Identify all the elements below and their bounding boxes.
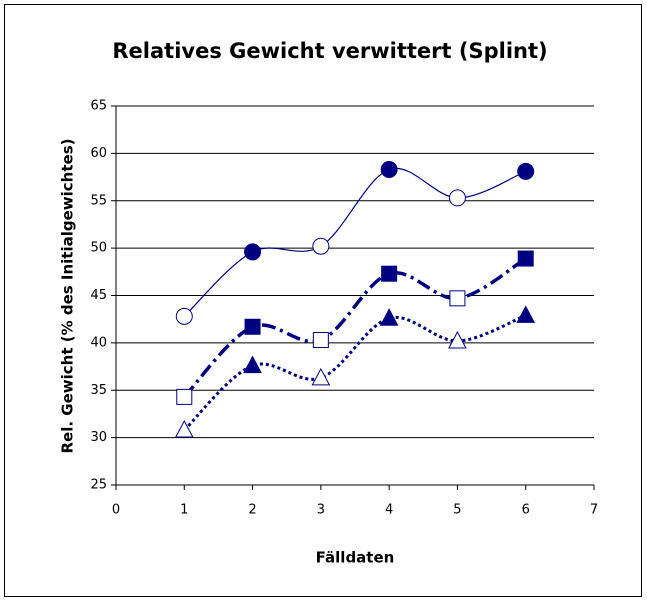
- x-tick-label: 1: [180, 503, 188, 518]
- marker: [244, 243, 262, 261]
- x-tick-label: 4: [385, 503, 393, 518]
- marker: [174, 419, 194, 438]
- marker: [312, 332, 329, 349]
- y-tick-label: 55: [90, 193, 107, 208]
- marker: [176, 388, 193, 405]
- x-axis-label: Fälldaten: [316, 549, 395, 567]
- y-tick-label: 45: [90, 288, 107, 303]
- marker: [448, 189, 466, 207]
- x-tick-label: 5: [453, 503, 461, 518]
- marker: [380, 160, 398, 178]
- y-tick-label: 50: [90, 241, 107, 256]
- chart-frame: [4, 4, 642, 597]
- x-tick-label: 7: [590, 503, 598, 518]
- x-tick-label: 3: [317, 503, 325, 518]
- y-tick-label: 35: [90, 383, 107, 398]
- y-tick-label: 60: [90, 146, 107, 161]
- marker: [244, 318, 261, 335]
- x-tick-label: 6: [522, 503, 530, 518]
- marker: [516, 305, 536, 323]
- marker: [379, 308, 399, 326]
- x-tick-label: 0: [112, 503, 120, 518]
- y-tick-label: 30: [90, 430, 107, 445]
- y-tick-label: 25: [90, 478, 107, 493]
- y-axis-label: Rel. Gewicht (% des Initialgewichtes): [59, 139, 77, 454]
- marker: [243, 355, 262, 374]
- chart-title: Relatives Gewicht verwittert (Splint): [112, 39, 547, 63]
- marker: [517, 250, 534, 267]
- marker: [311, 367, 331, 386]
- marker: [448, 330, 467, 349]
- x-tick-label: 2: [248, 503, 256, 518]
- marker: [517, 162, 535, 180]
- marker: [449, 290, 466, 307]
- marker: [175, 307, 193, 325]
- y-tick-label: 65: [90, 99, 107, 114]
- marker: [381, 265, 398, 282]
- series-line: [183, 257, 527, 399]
- y-tick-label: 40: [90, 335, 107, 350]
- marker: [312, 237, 330, 255]
